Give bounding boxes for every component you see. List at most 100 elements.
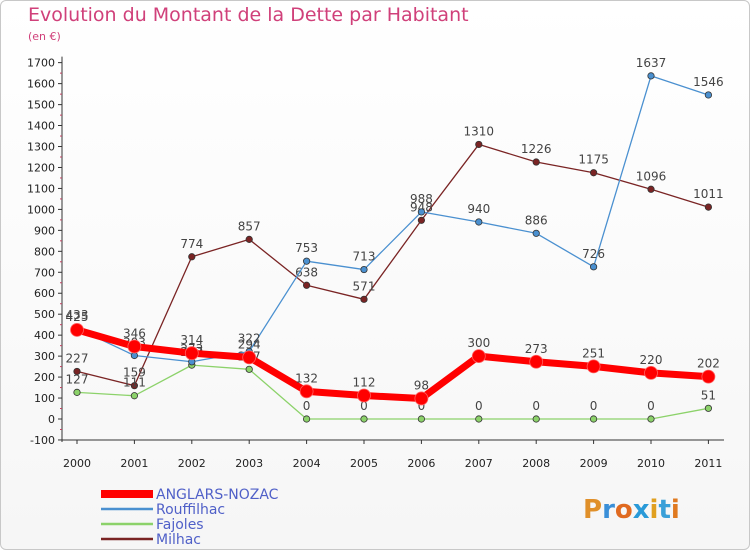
y-tick-label: 900 — [34, 224, 55, 237]
data-label: 0 — [418, 399, 426, 413]
data-point — [589, 263, 598, 271]
data-label: 159 — [123, 366, 146, 380]
data-point — [414, 391, 429, 406]
data-label: 940 — [467, 202, 490, 216]
data-label: 220 — [640, 353, 663, 367]
y-tick-label: 300 — [34, 350, 55, 363]
data-label: 571 — [353, 279, 376, 293]
x-tick-label: 2001 — [120, 457, 148, 470]
x-tick-label: 2010 — [637, 457, 665, 470]
data-point — [586, 359, 601, 374]
data-point — [357, 388, 371, 403]
data-point — [529, 354, 544, 369]
data-label: 886 — [525, 213, 548, 227]
data-label: 227 — [66, 351, 89, 365]
data-point — [184, 346, 199, 361]
data-label: 1226 — [521, 142, 552, 156]
data-point — [130, 382, 138, 390]
legend-label: Fajoles — [156, 517, 204, 533]
data-label: 98 — [414, 378, 429, 392]
y-tick-label: 1200 — [27, 161, 55, 174]
data-label: 774 — [180, 237, 203, 251]
data-label: 948 — [410, 200, 433, 214]
data-point — [360, 415, 368, 423]
y-tick-label: 1700 — [27, 57, 55, 70]
data-label: 132 — [295, 371, 318, 385]
y-tick-label: 700 — [34, 266, 55, 279]
data-point — [475, 140, 483, 149]
data-label: 1096 — [636, 169, 667, 183]
y-tick-label: 200 — [34, 371, 55, 384]
data-label: 433 — [66, 308, 89, 322]
data-point — [360, 295, 368, 303]
data-label: 1637 — [636, 56, 667, 70]
data-point — [704, 404, 713, 412]
series-line — [76, 143, 710, 387]
data-label: 127 — [66, 372, 89, 386]
x-tick-label: 2002 — [178, 457, 206, 470]
data-label: 346 — [123, 326, 146, 340]
data-point — [417, 415, 425, 423]
data-label: 1011 — [693, 187, 724, 201]
data-label: 1310 — [464, 124, 495, 138]
series-fajoles: 127111257237000000051 — [66, 345, 716, 423]
series-line — [76, 75, 710, 363]
data-point — [704, 203, 713, 211]
x-tick-label: 2003 — [235, 457, 263, 470]
data-label: 753 — [295, 241, 318, 255]
data-label: 857 — [238, 219, 261, 233]
x-tick-label: 2000 — [63, 457, 91, 470]
y-tick-label: 1400 — [27, 120, 55, 133]
x-tick-label: 2004 — [293, 457, 321, 470]
y-tick-label: 100 — [34, 392, 55, 405]
data-point — [245, 365, 253, 373]
data-point — [188, 253, 196, 261]
y-tick-label: 400 — [34, 329, 55, 342]
data-label: 0 — [647, 399, 655, 413]
data-point — [302, 281, 311, 289]
data-point — [70, 323, 84, 337]
data-label: 51 — [701, 388, 716, 402]
y-tick-label: 1500 — [27, 99, 55, 112]
data-label: 300 — [467, 336, 490, 350]
data-label: 425 — [66, 310, 89, 324]
data-label: 314 — [180, 333, 203, 347]
series-line — [73, 326, 712, 402]
data-label: 0 — [360, 399, 368, 413]
y-tick-label: 1100 — [27, 182, 55, 195]
y-tick-label: 0 — [48, 413, 55, 426]
data-point — [360, 265, 368, 274]
data-label: 112 — [353, 376, 376, 390]
data-label: 111 — [123, 376, 146, 390]
data-label: 0 — [303, 399, 311, 413]
data-label: 0 — [532, 399, 540, 413]
data-point — [299, 384, 314, 399]
data-point — [644, 365, 658, 380]
data-point — [532, 229, 540, 237]
data-label: 988 — [410, 192, 433, 206]
data-label: 1175 — [578, 153, 609, 167]
data-label: 1546 — [693, 75, 724, 89]
x-tick-label: 2007 — [465, 457, 493, 470]
data-label: 273 — [525, 342, 548, 356]
data-point — [471, 349, 486, 364]
data-point — [245, 235, 253, 243]
data-point — [589, 415, 598, 423]
y-tick-label: 1000 — [27, 203, 55, 216]
data-label: 294 — [238, 337, 261, 351]
data-label: 322 — [238, 332, 261, 346]
data-point — [647, 72, 655, 80]
data-label: 202 — [697, 357, 720, 371]
y-tick-label: -100 — [30, 434, 55, 447]
data-point — [302, 415, 311, 423]
data-point — [242, 350, 257, 365]
data-point — [647, 415, 655, 423]
legend-label: ANGLARS-NOZAC — [156, 487, 279, 503]
data-point — [417, 208, 425, 216]
data-point — [704, 91, 713, 99]
data-point — [73, 367, 81, 376]
proxiti-logo: Proxiti — [583, 495, 680, 525]
